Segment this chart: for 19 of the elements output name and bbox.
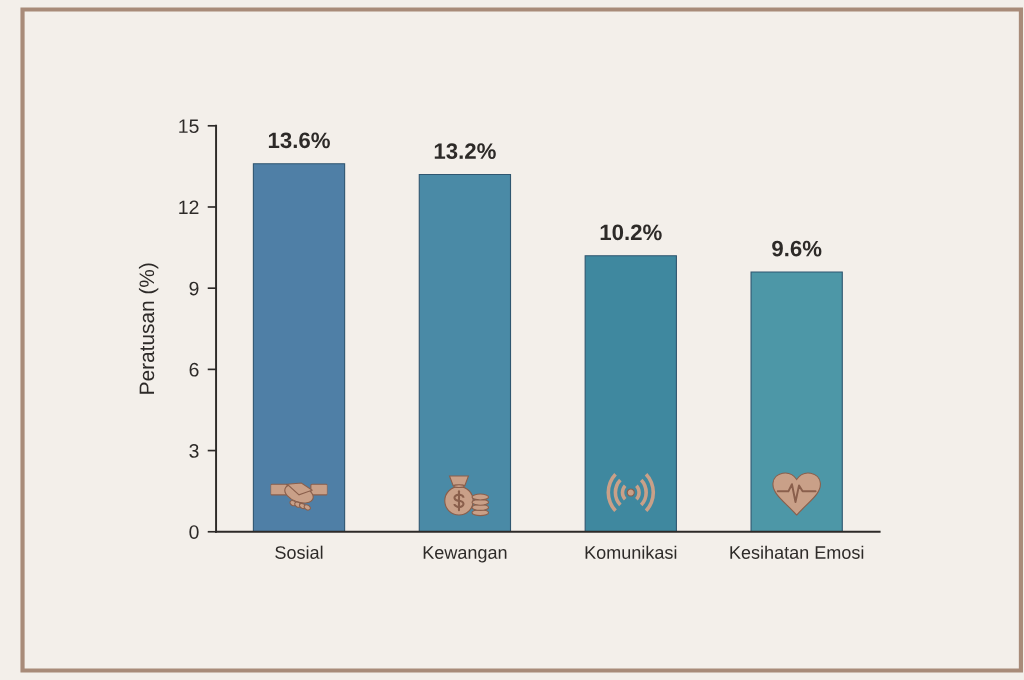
- y-tick-label: 0: [189, 525, 199, 539]
- bar: [418, 173, 512, 532]
- x-tick-label: Sosial: [275, 545, 323, 559]
- y-axis-title: Peratusan (%): [138, 263, 159, 394]
- bar: [252, 163, 346, 532]
- y-tick-label: 12: [179, 200, 199, 215]
- y-tick-label: 3: [189, 444, 199, 458]
- x-tick-label: Kewangan: [423, 546, 507, 563]
- y-tick-label: 6: [189, 362, 199, 377]
- bar: [750, 271, 843, 532]
- y-tick-label: 15: [179, 119, 199, 134]
- data-label: 10.2%: [600, 224, 662, 241]
- data-label: 13.6%: [268, 132, 330, 149]
- y-tick-label: 9: [189, 281, 199, 296]
- data-label: 9.6%: [772, 240, 822, 257]
- x-tick-label: Kesihatan Emosi: [730, 545, 864, 559]
- x-tick-label: Komunikasi: [585, 545, 677, 559]
- bar: [584, 255, 677, 532]
- data-label: 13.2%: [434, 143, 496, 160]
